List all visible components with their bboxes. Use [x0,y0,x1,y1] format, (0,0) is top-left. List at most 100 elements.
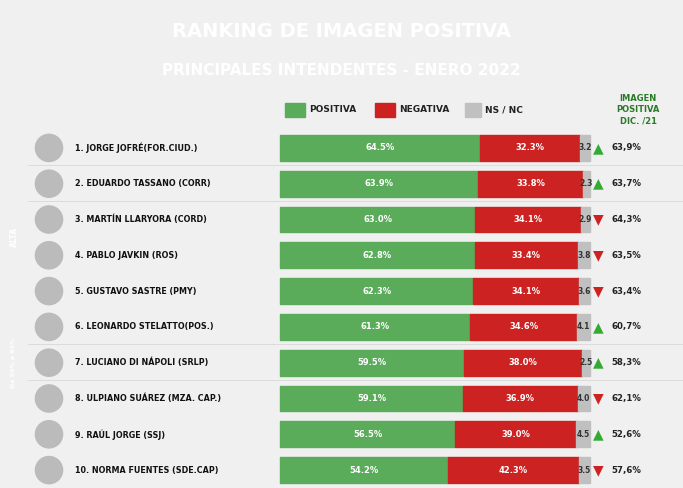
Bar [578,386,590,411]
Bar [280,314,470,340]
Bar [280,243,475,268]
Circle shape [36,349,63,376]
Text: 4.5: 4.5 [576,430,589,439]
Text: 39.0%: 39.0% [501,430,530,439]
Circle shape [36,134,63,162]
Text: ▼: ▼ [593,248,604,262]
Bar [583,171,590,197]
Text: ▲: ▲ [593,427,604,441]
Text: 38.0%: 38.0% [509,358,538,367]
Text: 10. NORMA FUENTES (SDE.CAP): 10. NORMA FUENTES (SDE.CAP) [75,466,219,475]
Text: 62,1%: 62,1% [611,394,641,403]
Text: 4. PABLO JAVKIN (ROS): 4. PABLO JAVKIN (ROS) [75,251,178,260]
Text: 32.3%: 32.3% [516,143,544,152]
Text: 3. MARTÍN LLARYORA (CORD): 3. MARTÍN LLARYORA (CORD) [75,215,207,224]
Bar [280,135,480,161]
Text: 63,5%: 63,5% [611,251,641,260]
Text: 1. JORGE JOFRÉ(FOR.CIUD.): 1. JORGE JOFRÉ(FOR.CIUD.) [75,142,197,153]
Text: ▼: ▼ [593,463,604,477]
Text: 63.9%: 63.9% [365,179,393,188]
Text: 9. RAÚL JORGE (SSJ): 9. RAÚL JORGE (SSJ) [75,429,165,440]
Circle shape [36,206,63,233]
Text: 58,3%: 58,3% [611,358,641,367]
Text: 56.5%: 56.5% [353,430,382,439]
Bar [464,350,582,376]
Text: 59.1%: 59.1% [357,394,386,403]
Circle shape [36,242,63,269]
Text: ▲: ▲ [593,141,604,155]
Text: 62.3%: 62.3% [362,286,391,296]
Bar [280,350,464,376]
Text: 8. ULPIANO SUÁREZ (MZA. CAP.): 8. ULPIANO SUÁREZ (MZA. CAP.) [75,394,221,403]
Text: 3.2: 3.2 [579,143,591,152]
Bar [448,457,579,483]
Bar [480,135,580,161]
Text: 34.1%: 34.1% [514,215,543,224]
Text: 4.1: 4.1 [577,323,590,331]
Text: 54.2%: 54.2% [350,466,378,475]
Text: 36.9%: 36.9% [506,394,535,403]
Bar [280,171,478,197]
Text: 52,6%: 52,6% [611,430,641,439]
Bar [280,422,455,447]
Bar [280,457,448,483]
Text: De 54% a 64%: De 54% a 64% [12,338,16,388]
Bar [280,206,475,232]
Text: ▲: ▲ [593,177,604,191]
Text: 2.9: 2.9 [579,215,592,224]
Circle shape [36,456,63,484]
Circle shape [36,278,63,305]
Text: 2.5: 2.5 [579,358,593,367]
Circle shape [36,385,63,412]
Bar [576,422,590,447]
Bar [375,103,395,117]
Bar [579,278,590,304]
Text: 3.8: 3.8 [577,251,591,260]
Text: 60,7%: 60,7% [611,323,641,331]
Text: 4.0: 4.0 [577,394,591,403]
Text: NEGATIVA: NEGATIVA [399,105,449,115]
Text: 3.6: 3.6 [578,286,591,296]
Text: ▲: ▲ [593,320,604,334]
Bar [478,171,583,197]
Bar [582,350,590,376]
Text: 63.0%: 63.0% [363,215,392,224]
Bar [473,278,579,304]
Text: ALTA: ALTA [10,227,18,247]
Bar [463,386,578,411]
Bar [577,314,590,340]
Text: 34.6%: 34.6% [509,323,538,331]
Text: ▲: ▲ [593,356,604,370]
Text: 64.5%: 64.5% [365,143,395,152]
Bar [579,243,590,268]
Text: NS / NC: NS / NC [485,105,523,115]
Text: POSITIVA: POSITIVA [309,105,357,115]
Text: 34.1%: 34.1% [512,286,540,296]
Bar [280,278,473,304]
Bar [581,206,590,232]
Text: 33.8%: 33.8% [516,179,545,188]
Bar [475,243,579,268]
Bar [455,422,576,447]
Text: 42.3%: 42.3% [499,466,528,475]
Bar [580,135,590,161]
Text: ▼: ▼ [593,284,604,298]
Bar [465,103,481,117]
Circle shape [36,421,63,448]
Text: ▼: ▼ [593,212,604,226]
Bar [579,457,590,483]
Text: RANKING DE IMAGEN POSITIVA: RANKING DE IMAGEN POSITIVA [172,22,511,41]
Text: 62.8%: 62.8% [363,251,392,260]
Text: ▼: ▼ [593,391,604,406]
Text: 63,9%: 63,9% [611,143,641,152]
Circle shape [36,313,63,341]
Text: 7. LUCIANO DI NÁPOLI (SRLP): 7. LUCIANO DI NÁPOLI (SRLP) [75,358,208,367]
Text: 3.5: 3.5 [578,466,591,475]
Text: 2. EDUARDO TASSANO (CORR): 2. EDUARDO TASSANO (CORR) [75,179,210,188]
Text: 61.3%: 61.3% [361,323,389,331]
Text: 57,6%: 57,6% [611,466,641,475]
Text: IMAGEN
POSITIVA
DIC. /21: IMAGEN POSITIVA DIC. /21 [616,94,660,125]
Bar [470,314,577,340]
Bar [475,206,581,232]
Text: 33.4%: 33.4% [512,251,541,260]
